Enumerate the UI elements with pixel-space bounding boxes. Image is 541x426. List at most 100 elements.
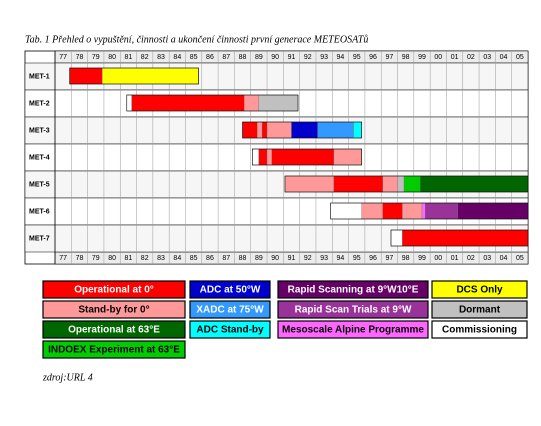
x-tick-label: 05 [516,255,524,262]
segment [421,202,426,220]
x-tick-label: 98 [402,255,410,262]
row-label: MET-1 [29,73,50,80]
x-tick-label: 86 [206,255,214,262]
legend-swatch [189,300,271,319]
segment [131,94,245,112]
x-tick-label: 01 [451,255,459,262]
row-outline [284,175,529,193]
x-tick-label: 78 [76,255,84,262]
segment [382,175,398,193]
segment [397,175,405,193]
segment [420,175,529,193]
x-tick-label: 02 [467,54,475,61]
legend-swatch [431,300,528,319]
x-tick-label: 00 [434,54,442,61]
segment [266,148,273,166]
segment [382,202,403,220]
segment [403,175,421,193]
segment [102,67,199,85]
x-tick-label: 77 [59,255,67,262]
x-tick-label: 92 [304,54,312,61]
legend-label: Rapid Scanning at 9°W10°E [288,285,419,296]
segment [258,94,299,112]
x-tick-label: 04 [500,255,508,262]
x-tick-label: 94 [337,255,345,262]
segment [333,175,383,193]
x-tick-label: 03 [483,54,491,61]
x-tick-label: 78 [76,54,84,61]
legend-swatch [42,320,186,339]
x-tick-label: 79 [92,255,100,262]
x-tick-label: 80 [108,255,116,262]
x-tick-label: 89 [255,54,263,61]
legend-label: DCS Only [456,285,503,296]
legend-swatch [189,320,271,339]
x-tick-label: 04 [500,54,508,61]
row-outline [390,229,529,247]
x-tick-label: 87 [222,255,230,262]
x-tick-label: 84 [173,255,181,262]
segment [353,121,362,139]
segment [244,94,260,112]
row-label: MET-5 [29,181,50,188]
row-outline [242,121,362,139]
legend-label: XADC at 75°W [196,305,264,316]
legend-label: Rapid Scan Trials at 9°W [295,305,412,316]
legend-label: ADC at 50°W [200,285,261,296]
x-tick-label: 96 [369,255,377,262]
segment [69,67,103,85]
x-tick-label: 77 [59,54,67,61]
segment [330,202,362,220]
x-tick-label: 83 [157,54,165,61]
segment [317,121,354,139]
x-tick-label: 02 [467,255,475,262]
legend-swatch [42,300,186,319]
legend-swatch [277,280,429,299]
legend-label: Mesoscale Alpine Programme [282,325,424,336]
segment [333,148,362,166]
x-tick-label: 80 [108,54,116,61]
x-tick-label: 91 [288,54,296,61]
legend-swatch [431,280,528,299]
x-tick-label: 98 [402,54,410,61]
segment [257,121,263,139]
legend-label: Stand-by for 0° [78,305,149,316]
segment [402,202,423,220]
segment [242,121,258,139]
x-tick-label: 90 [271,255,279,262]
row-label: MET-6 [29,208,50,215]
legend-swatch [42,340,186,359]
x-tick-label: 03 [483,255,491,262]
legend-label: INDOEX Experiment at 63°E [48,345,180,356]
row-label: MET-3 [29,127,50,134]
x-tick-label: 91 [288,255,296,262]
x-tick-label: 85 [190,255,198,262]
x-tick-label: 82 [141,255,149,262]
row-band [24,62,529,91]
x-tick-label: 93 [320,54,328,61]
x-tick-label: 82 [141,54,149,61]
segment [261,121,268,139]
row-label: MET-2 [29,100,50,107]
legend-label: ADC Stand-by [196,325,264,336]
x-tick-label: 89 [255,255,263,262]
legend-swatch [277,300,429,319]
segment [361,202,383,220]
x-tick-label: 79 [92,54,100,61]
legend-swatch [277,320,429,339]
x-tick-label: 92 [304,255,312,262]
x-tick-label: 87 [222,54,230,61]
segment [258,148,268,166]
segment [390,229,403,247]
x-tick-label: 05 [516,54,524,61]
x-tick-label: 99 [418,255,426,262]
legend-label: Operational at 0° [74,285,154,296]
segment [126,94,132,112]
row-outline [252,148,362,166]
segment [291,121,318,139]
x-tick-label: 86 [206,54,214,61]
x-tick-label: 90 [271,54,279,61]
legend-label: Dormant [459,305,501,316]
x-tick-label: 94 [337,54,345,61]
